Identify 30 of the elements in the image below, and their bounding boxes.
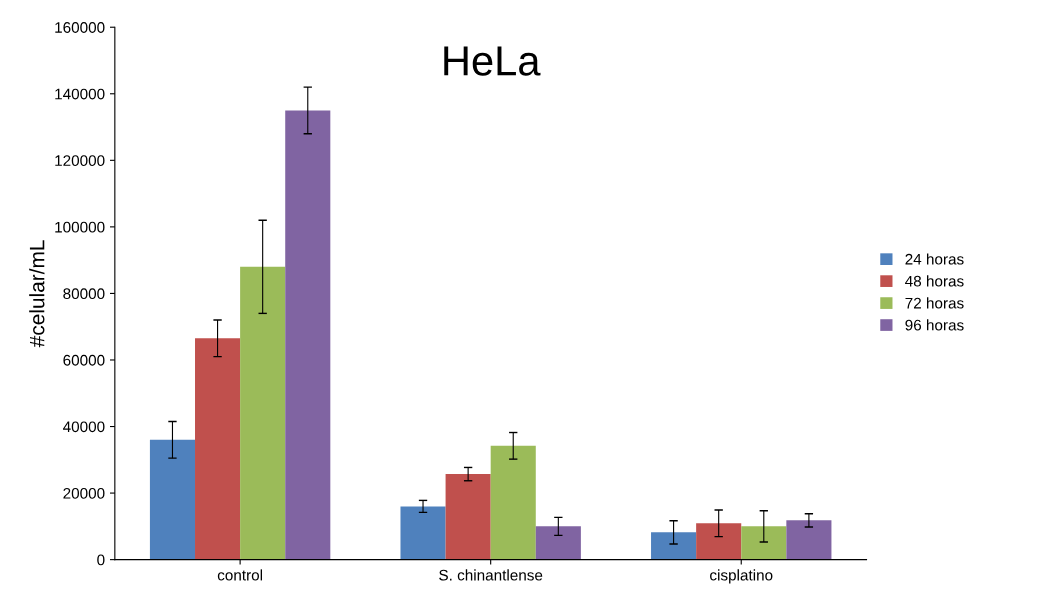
- y-tick-label: 100000: [55, 221, 105, 233]
- y-tick-label: 20000: [63, 487, 105, 499]
- bar: [285, 110, 331, 560]
- y-tick-label: 0: [97, 554, 105, 566]
- legend-label: 72 horas: [905, 297, 964, 309]
- bar: [696, 523, 742, 560]
- bar: [400, 506, 446, 560]
- chart-title: HeLa: [444, 46, 541, 76]
- y-tick-label: 80000: [63, 288, 105, 300]
- legend-label: 24 horas: [905, 253, 964, 265]
- legend-label: 96 horas: [905, 319, 964, 331]
- y-axis-title: #celular/mL: [29, 240, 45, 348]
- bar: [651, 532, 697, 560]
- bar: [240, 266, 286, 560]
- bar: [195, 338, 241, 560]
- bar: [149, 439, 196, 560]
- y-tick-label: 60000: [63, 354, 105, 366]
- y-tick-label: 140000: [55, 88, 105, 100]
- y-tick-label: 120000: [55, 155, 105, 167]
- x-tick-label: control: [217, 569, 263, 581]
- y-tick-label: 40000: [62, 421, 105, 433]
- x-tick-label: cisplatino: [710, 569, 773, 584]
- y-tick-label: 160000: [55, 22, 105, 33]
- bar: [445, 474, 491, 560]
- bar: [535, 526, 581, 560]
- legend-label: 48 horas: [905, 275, 964, 287]
- x-tick-label: S. chinantlense: [439, 569, 543, 581]
- bar: [786, 520, 832, 560]
- bar: [490, 445, 536, 560]
- bar: [741, 526, 787, 560]
